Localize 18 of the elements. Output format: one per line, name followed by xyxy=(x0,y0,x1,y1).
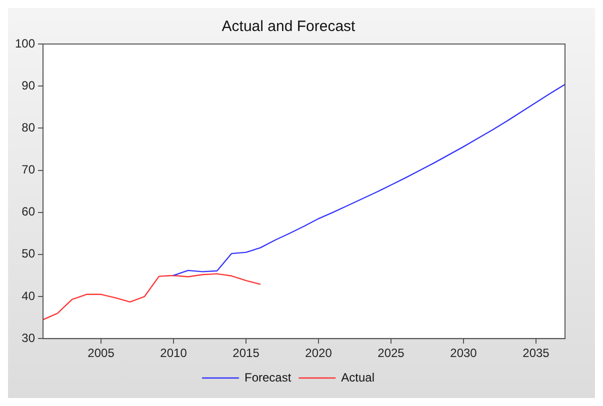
x-tick-label: 2025 xyxy=(378,346,405,360)
y-tick-label: 90 xyxy=(22,78,36,92)
x-tick-label: 2015 xyxy=(232,346,260,360)
x-tick-label: 2005 xyxy=(88,346,115,360)
y-tick-label: 100 xyxy=(14,36,36,50)
legend-label: Forecast xyxy=(244,370,292,384)
x-tick-label: 2035 xyxy=(522,346,550,360)
y-tick-label: 40 xyxy=(22,288,36,303)
x-tick-label: 2020 xyxy=(305,346,332,360)
y-tick-label: 30 xyxy=(22,330,36,345)
y-tick-label: 50 xyxy=(22,246,36,261)
x-tick-label: 2030 xyxy=(450,346,478,360)
x-tick-label: 2010 xyxy=(160,346,188,360)
legend-label: Actual xyxy=(341,370,375,384)
y-tick-label: 70 xyxy=(22,162,36,177)
y-tick-label: 80 xyxy=(22,120,36,134)
chart-title: Actual and Forecast xyxy=(222,18,356,36)
y-tick-label: 60 xyxy=(22,204,36,219)
